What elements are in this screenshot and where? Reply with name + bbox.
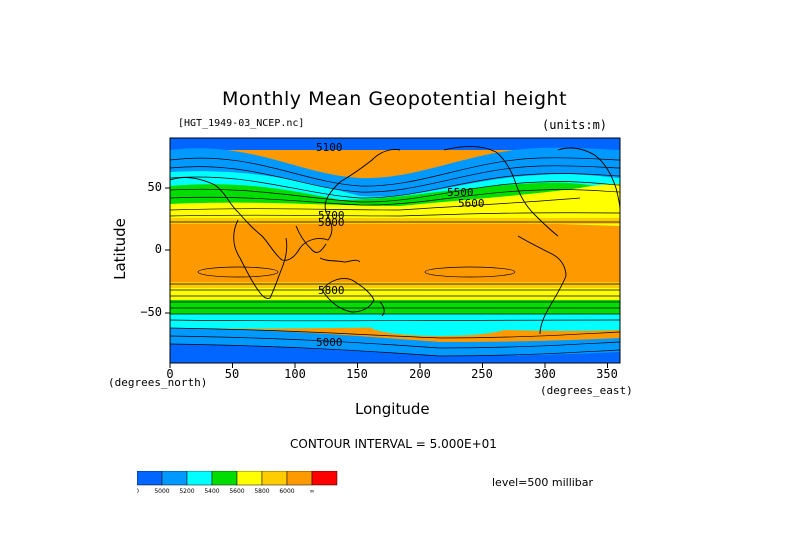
color-bar-swatch bbox=[261, 471, 288, 486]
color-bar-swatch bbox=[186, 471, 213, 486]
contour-label-group: 5100 5500 5600 5700 5800 5800 5000 bbox=[316, 141, 485, 349]
chart-title: Monthly Mean Geopotential height bbox=[221, 88, 568, 110]
color-bar-swatch bbox=[236, 471, 263, 486]
y-axis-label: Latitude bbox=[111, 218, 129, 280]
color-bar-swatch bbox=[311, 471, 338, 486]
y-tick-label: −50 bbox=[140, 305, 162, 319]
level-label: level=500 millibar bbox=[492, 476, 594, 489]
contour-label: 5000 bbox=[316, 336, 343, 349]
contour-label: 5600 bbox=[458, 197, 485, 210]
contour-label: 5700 bbox=[318, 209, 345, 222]
contour-label: 5500 bbox=[447, 186, 474, 199]
x-tick-label: 0 bbox=[166, 367, 174, 381]
contour-label: 5800 bbox=[318, 284, 345, 297]
x-axis-label: Longitude bbox=[355, 400, 430, 418]
color-bar-tick: ∞ bbox=[310, 488, 315, 495]
color-bar-swatch bbox=[286, 471, 313, 486]
contour-label: 5800 bbox=[318, 216, 345, 229]
color-bar-swatch bbox=[161, 471, 188, 486]
y-tick-label: 50 bbox=[147, 180, 162, 194]
color-bar-tick: 5600 bbox=[229, 488, 244, 495]
coastlines bbox=[170, 146, 620, 335]
x-tick-label: 300 bbox=[534, 367, 556, 381]
tick-marks bbox=[165, 187, 608, 368]
x-tick-label: 200 bbox=[409, 367, 431, 381]
x-tick-label: 50 bbox=[224, 367, 240, 381]
color-bar-tick: 0 bbox=[137, 488, 139, 495]
color-bar-tick: 5800 bbox=[254, 488, 269, 495]
y-tick-label: 0 bbox=[154, 242, 162, 256]
color-bar-swatch bbox=[137, 471, 163, 486]
x-tick-label: 150 bbox=[346, 367, 368, 381]
dataset-name: [HGT_1949-03_NCEP.nc] bbox=[178, 118, 305, 129]
color-bar-swatch bbox=[211, 471, 238, 486]
x-tick-label: 350 bbox=[596, 367, 618, 381]
contour-interval-label: CONTOUR INTERVAL = 5.000E+01 bbox=[290, 437, 497, 451]
x-tick-label: 250 bbox=[471, 367, 493, 381]
color-bar-tick: 6000 bbox=[279, 488, 294, 495]
color-bar: 0 5000 5200 5400 5600 5800 6000 ∞ bbox=[137, 471, 338, 495]
x-tick-label: 100 bbox=[284, 367, 306, 381]
color-bar-tick: 5200 bbox=[179, 488, 194, 495]
map-fill bbox=[170, 138, 620, 363]
x-axis-unit: (degrees_east) bbox=[540, 384, 633, 397]
units-label: (units:m) bbox=[542, 118, 608, 132]
color-bar-tick: 5000 bbox=[154, 488, 169, 495]
y-axis-unit: (degrees_north) bbox=[108, 376, 208, 389]
color-bar-tick: 5400 bbox=[204, 488, 219, 495]
contour-label: 5100 bbox=[316, 141, 343, 154]
